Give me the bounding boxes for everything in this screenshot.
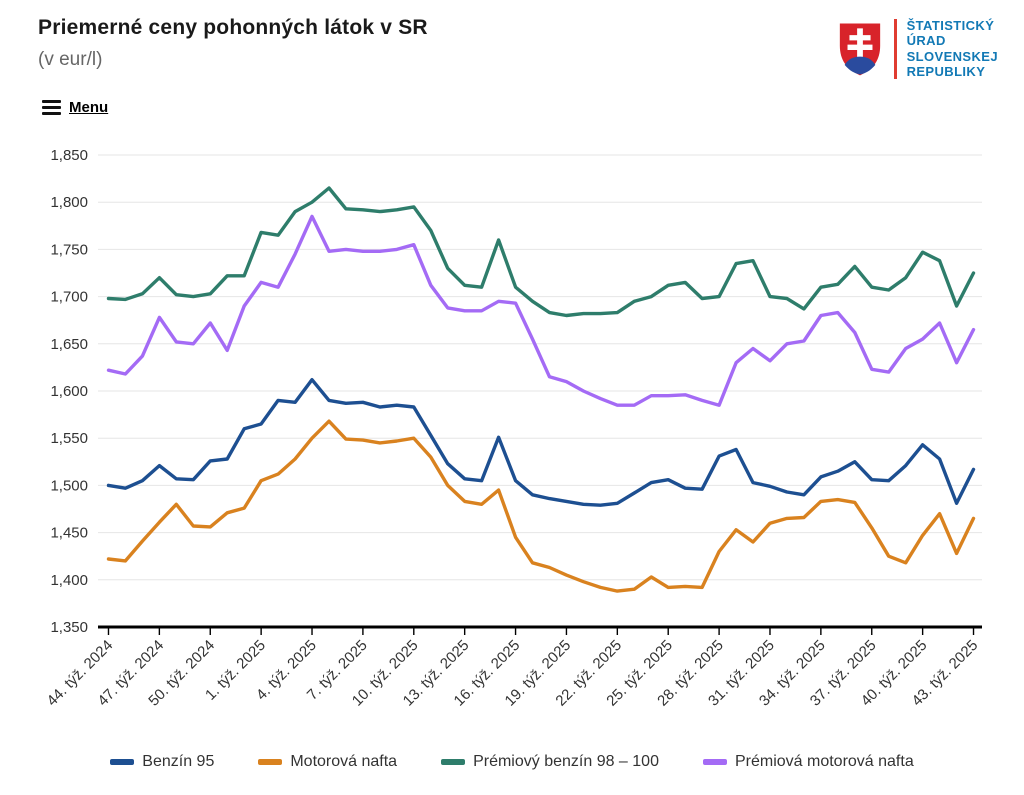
series-line[interactable] xyxy=(106,378,976,508)
legend-marker-icon xyxy=(110,759,135,766)
y-axis-label: 1,450 xyxy=(50,525,88,542)
legend-label: Benzín 95 xyxy=(142,753,215,771)
y-axis-label: 1,400 xyxy=(50,572,88,589)
y-axis-label: 1,550 xyxy=(50,431,88,448)
y-axis-label: 1,500 xyxy=(50,478,88,495)
menu-label: Menu xyxy=(69,99,109,117)
series-line[interactable] xyxy=(106,419,976,594)
series-line[interactable] xyxy=(106,186,976,318)
legend-item[interactable]: Motorová nafta xyxy=(258,753,397,771)
slovak-coat-of-arms-icon xyxy=(839,23,880,76)
fuel-price-chart: 1,350 1,400 1,450 1,500 1,550 1,600 1,650 1,700… xyxy=(44,147,982,710)
susr-logo: ŠTATISTICKÝ ÚRAD SLOVENSKEJ REPUBLIKY xyxy=(836,18,998,79)
logo-line: ÚRAD xyxy=(906,33,946,49)
y-axis-label: 1,850 xyxy=(50,147,88,164)
legend-marker-icon xyxy=(702,759,727,766)
y-axis-label: 1,650 xyxy=(50,336,88,353)
legend-marker-icon xyxy=(441,759,466,766)
chart-menu-button[interactable]: Menu xyxy=(42,97,108,118)
logo-line: SLOVENSKEJ xyxy=(906,48,998,64)
legend-label: Prémiová motorová nafta xyxy=(734,753,914,771)
logo-line: ŠTATISTICKÝ xyxy=(906,18,995,33)
hamburger-icon xyxy=(42,97,61,118)
legend-item[interactable]: Benzín 95 xyxy=(110,753,214,771)
chart-legend: Benzín 95 Motorová nafta Prémiový benzín 9… xyxy=(20,753,1004,771)
y-axis-label: 1,700 xyxy=(50,289,88,306)
title-block: Priemerné ceny pohonných látok v SR (v e… xyxy=(38,16,428,71)
y-axis-label: 1,750 xyxy=(50,242,88,259)
legend-marker-icon xyxy=(258,759,283,766)
logo-divider xyxy=(893,18,897,79)
logo-line: REPUBLIKY xyxy=(906,63,986,79)
legend-item[interactable]: Prémiová motorová nafta xyxy=(702,753,914,771)
legend-item[interactable]: Prémiový benzín 98 – 100 xyxy=(441,753,659,771)
page-title: Priemerné ceny pohonných látok v SR xyxy=(38,16,428,39)
logo-text: ŠTATISTICKÝ ÚRAD SLOVENSKEJ REPUBLIKY xyxy=(907,18,998,79)
legend-label: Prémiový benzín 98 – 100 xyxy=(473,753,659,771)
series-line[interactable] xyxy=(106,215,976,408)
page-subtitle: (v eur/l) xyxy=(38,49,103,70)
y-axis-label: 1,600 xyxy=(50,383,88,400)
y-axis-label: 1,350 xyxy=(50,619,88,636)
legend-label: Motorová nafta xyxy=(290,753,398,771)
chart-header: Priemerné ceny pohonných látok v SR (v e… xyxy=(20,16,1004,79)
y-axis-label: 1,800 xyxy=(50,195,88,212)
